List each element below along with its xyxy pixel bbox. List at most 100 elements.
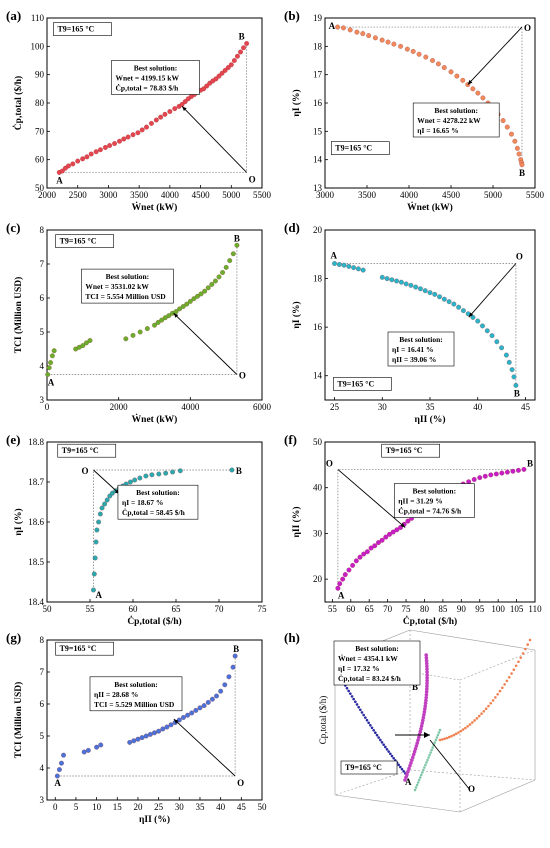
chart-4: 25 30 35 40 45 14 16 18 20 ηII (%) ηI (%) A B O T9=165…: [291, 225, 536, 425]
data-point: [528, 638, 532, 642]
data-point: [407, 766, 411, 771]
panel-letter-e: (e): [6, 432, 20, 447]
x-tick-label: 65: [365, 604, 375, 614]
data-point: [438, 728, 442, 732]
data-point: [513, 383, 519, 388]
y-tick-label: 7: [40, 259, 45, 269]
y-axis-label: ηI (%): [291, 89, 302, 116]
data-point: [83, 340, 89, 346]
data-point: [347, 27, 353, 33]
data-point: [394, 527, 400, 533]
data-point: [204, 83, 210, 89]
best-solution-value: Ċp,total = 78.83 $/h: [116, 83, 180, 93]
data-point: [97, 511, 103, 517]
y-tick-label: 7: [40, 667, 45, 677]
data-point: [135, 130, 141, 136]
data-point: [427, 290, 433, 296]
x-tick-label: 6000: [253, 402, 272, 412]
y-tick-label: 16: [313, 322, 323, 332]
data-point: [459, 729, 463, 733]
data-point: [424, 661, 429, 666]
data-point: [412, 749, 417, 754]
temperature-label: T9=165 °C: [386, 446, 423, 455]
data-point: [244, 41, 250, 46]
data-point: [427, 756, 430, 759]
data-point: [241, 45, 246, 51]
data-point: [209, 696, 215, 702]
y-tick-label: 18.6: [28, 517, 44, 527]
data-point: [484, 328, 490, 334]
data-point: [219, 70, 225, 76]
data-point: [81, 749, 87, 755]
point-label-a: A: [329, 21, 336, 31]
data-point: [205, 699, 211, 705]
data-point: [423, 766, 426, 769]
data-point: [422, 768, 425, 772]
x-axis-label: ηII (%): [139, 814, 170, 825]
data-point: [125, 134, 131, 140]
best-solution-heading: Best solution:: [134, 64, 178, 73]
data-point: [443, 737, 446, 741]
panel-letter-b: (b): [284, 8, 300, 23]
data-point: [197, 705, 203, 711]
best-solution-heading: Best solution:: [106, 272, 150, 281]
temperature-box: [55, 641, 114, 656]
cube-edge: [459, 779, 536, 813]
y-tick-label: 90: [35, 70, 45, 80]
best-solution-value: Ċp,total = 58.45 $/h: [122, 507, 186, 517]
point-label-b: B: [527, 458, 533, 468]
data-point: [394, 278, 400, 284]
data-point: [425, 664, 429, 669]
plots-group: 2000 2500 3000 3500 4000 4500 5000 550050607080…: [12, 13, 545, 825]
cube-edge: [459, 649, 536, 681]
panel-letter-d: (d): [284, 220, 300, 235]
data-point: [56, 767, 62, 773]
data-point: [426, 758, 429, 762]
data-point: [454, 73, 460, 79]
data-point: [512, 138, 518, 144]
x-axis-label: Ċp,total ($/h): [403, 615, 457, 627]
y-tick-label: 110: [31, 13, 45, 23]
best-solution-arrow: [468, 263, 517, 318]
best-solution-heading: Best solution:: [136, 488, 180, 497]
data-point: [354, 700, 357, 704]
chart-6: 55 60 65 70 75 80 85 90 95 100 105 110 20 30 40 50 Ċp,to…: [291, 437, 542, 627]
data-point: [168, 722, 174, 728]
data-point: [398, 43, 404, 49]
data-point: [512, 668, 516, 672]
data-point: [214, 693, 219, 699]
data-point: [441, 738, 444, 741]
data-point: [112, 141, 117, 146]
data-point: [238, 49, 243, 55]
y-tick-label: 18.5: [28, 557, 44, 567]
data-point: [382, 743, 385, 746]
data-point: [355, 703, 359, 706]
data-point: [360, 711, 364, 714]
x-tick-label: 0: [45, 402, 50, 412]
data-point: [177, 306, 183, 312]
ideal-point-guide: [334, 263, 517, 386]
point-label-b: B: [233, 644, 239, 654]
y-tick-label: 18: [313, 41, 323, 51]
cube-edge: [334, 794, 461, 813]
data-point: [354, 29, 360, 35]
data-point: [158, 114, 164, 120]
point-label-a: A: [95, 590, 102, 600]
data-point: [155, 320, 161, 325]
data-point: [424, 658, 429, 663]
data-point: [516, 151, 522, 157]
best-solution-box: [393, 483, 475, 518]
best-solution-value: ηII = 28.68 %: [94, 690, 138, 699]
panel-letter-g: (g): [6, 630, 21, 645]
z-axis-label: Cp,total ($/h): [318, 696, 328, 745]
best-solution-arrow: [173, 312, 238, 375]
data-point: [368, 545, 374, 551]
data-point: [372, 728, 375, 732]
data-point: [231, 58, 237, 63]
data-point: [511, 374, 517, 380]
data-point: [475, 318, 481, 324]
panel-letter-h: (h): [284, 630, 300, 645]
y-tick-label: 13: [313, 183, 323, 193]
x-tick-label: 3000: [316, 190, 335, 200]
